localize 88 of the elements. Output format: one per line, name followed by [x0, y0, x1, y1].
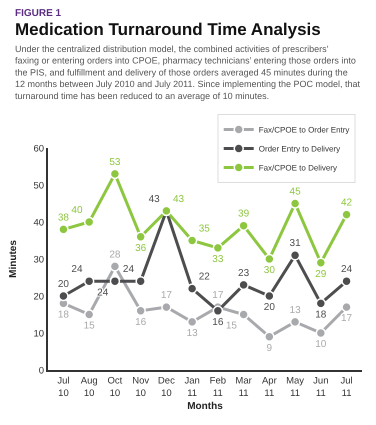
data-label: 15	[84, 320, 96, 332]
point	[161, 302, 172, 312]
x-tick-label: Feb 11	[210, 375, 226, 399]
x-tick-label: Aug 10	[80, 375, 98, 399]
data-label: 24	[71, 264, 83, 276]
data-label: 33	[212, 254, 224, 266]
data-label: 43	[173, 194, 185, 205]
data-label: 38	[58, 212, 70, 224]
data-label: 24	[122, 264, 134, 276]
data-label: 13	[186, 328, 198, 340]
data-label: 9	[266, 342, 273, 354]
data-label: 16	[212, 316, 224, 328]
data-label: 43	[148, 194, 160, 205]
y-tick-label: 40	[34, 217, 44, 228]
x-axis-title: Months	[187, 400, 224, 412]
data-label: 36	[135, 242, 147, 254]
point	[110, 168, 120, 180]
data-label: 22	[198, 271, 210, 282]
point	[58, 224, 69, 235]
point	[290, 250, 300, 261]
point	[341, 209, 352, 220]
point	[84, 216, 94, 228]
y-tick-label: 20	[34, 291, 44, 302]
point	[186, 316, 198, 328]
data-label: 24	[97, 287, 109, 298]
caption: FIGURE 1	[15, 8, 62, 19]
point	[316, 298, 326, 309]
data-label: 29	[315, 268, 327, 280]
data-label: 20	[264, 302, 276, 314]
data-label: 28	[109, 249, 121, 260]
point	[341, 302, 352, 312]
point	[186, 283, 198, 294]
point	[264, 290, 275, 302]
x-tick-label: Mar 11	[235, 375, 252, 399]
data-label: 23	[238, 268, 250, 279]
point	[58, 290, 69, 302]
point	[290, 198, 300, 209]
point	[290, 316, 300, 328]
data-label: 15	[226, 320, 238, 332]
point	[316, 257, 326, 268]
point	[264, 331, 275, 342]
y-tick-label: 10	[34, 328, 44, 340]
data-label: 24	[340, 264, 353, 276]
data-label: 31	[290, 238, 302, 250]
y-axis-title: Minutes	[8, 240, 20, 278]
chart-subtitle: Under the centralized distribution model, the combined activities of prescribers’ faxing or entering orders into CPOE, pharmacy technicians’ entering those orders into the PIS, and fulfillment and delivery of those orders averaged 45 minutes during the 12 months between July 2010 and July 2011. Since implementing the POC model, that turnaround time has been reduced to an average of 10 minutes.	[15, 44, 361, 101]
y-tick-label: 50	[34, 180, 44, 192]
data-label: 13	[290, 304, 302, 316]
data-label: 16	[135, 316, 147, 328]
y-tick-label: 60	[34, 143, 44, 154]
x-tick-label: Apr 11	[262, 375, 277, 399]
data-label: 17	[212, 290, 224, 301]
data-label: 17	[340, 313, 353, 324]
data-label: 20	[58, 278, 70, 290]
point	[316, 328, 326, 338]
data-label: 18	[58, 310, 70, 321]
data-label: 35	[198, 223, 210, 234]
data-label: 17	[160, 290, 172, 301]
point	[264, 254, 275, 264]
data-label: 18	[315, 310, 327, 321]
x-tick-label: Jun 11	[313, 375, 328, 399]
point	[186, 235, 198, 246]
point	[212, 242, 224, 254]
data-label: 40	[71, 204, 83, 216]
point	[110, 261, 120, 272]
data-label: 39	[238, 208, 250, 220]
x-tick-label: May 11	[286, 375, 304, 399]
x-tick-label: Jul 11	[340, 375, 353, 399]
point	[135, 276, 146, 286]
legend-label: Fax/CPOE to Order Entry	[258, 126, 350, 135]
x-tick-label: Jan 11	[184, 375, 200, 399]
legend-label: Order Entry to Delivery	[258, 144, 340, 154]
data-label: 45	[290, 186, 302, 198]
x-tick-label: Oct 10	[108, 375, 123, 399]
data-label: 10	[315, 339, 327, 350]
point	[238, 280, 249, 290]
x-tick-label: Jul 10	[57, 375, 70, 399]
data-label: 42	[340, 197, 353, 208]
x-tick-label: Nov 10	[132, 375, 150, 399]
x-tick-label: Dec 10	[158, 375, 176, 399]
y-tick-label: 0	[38, 365, 44, 376]
data-label: 30	[264, 265, 276, 276]
chart-title: Medication Turnaround Time Analysis	[15, 20, 321, 39]
legend-label: Fax/CPOE to Delivery	[258, 164, 337, 173]
point	[84, 309, 94, 320]
data-label: 53	[109, 156, 121, 168]
y-tick-label: 30	[34, 254, 44, 266]
point	[238, 309, 249, 320]
